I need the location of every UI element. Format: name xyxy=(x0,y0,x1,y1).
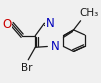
Text: Br: Br xyxy=(21,63,33,73)
Text: O: O xyxy=(2,18,12,31)
Text: N: N xyxy=(51,40,60,53)
Text: CH₃: CH₃ xyxy=(79,8,98,18)
Text: N: N xyxy=(46,17,55,30)
